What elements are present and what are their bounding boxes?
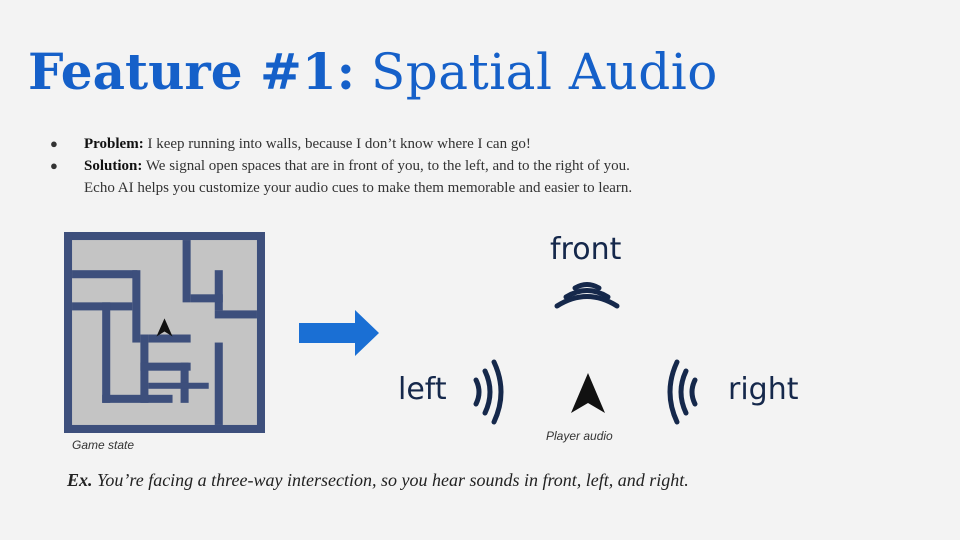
title-feature-number: Feature #1: (28, 42, 356, 101)
player-audio-caption: Player audio (546, 429, 613, 443)
front-sound-wave-icon (554, 282, 620, 309)
front-label: front (550, 232, 622, 267)
maze-game-state-image (64, 232, 265, 433)
player-arrow-icon (571, 373, 605, 413)
right-arrow-icon (299, 310, 379, 356)
solution-text: We signal open spaces that are in front … (145, 158, 630, 174)
game-state-caption: Game state (72, 438, 135, 452)
problem-label: Problem: (84, 136, 144, 152)
title-feature-name: Spatial Audio (371, 43, 718, 101)
solution-label: Solution: (84, 158, 143, 174)
slide-title: Feature #1: Spatial Audio (28, 42, 718, 102)
solution-text-2: Echo AI helps you customize your audio c… (84, 180, 633, 196)
example-label: Ex. (67, 470, 93, 490)
example-text: You’re facing a three-way intersection, … (97, 470, 689, 490)
left-sound-wave-icon (473, 359, 504, 425)
right-sound-wave-icon (667, 359, 698, 425)
right-label: right (728, 372, 799, 407)
bullet-dot: ● (50, 158, 58, 173)
bullet-solution: ● Solution: We signal open spaces that a… (50, 155, 930, 199)
bullet-dot: ● (50, 136, 58, 151)
example-sentence: Ex. You’re facing a three-way intersecti… (67, 470, 689, 491)
bullet-list: ● Problem: I keep running into walls, be… (50, 133, 930, 199)
problem-text: I keep running into walls, because I don… (147, 136, 531, 152)
left-label: left (398, 372, 447, 407)
bullet-problem: ● Problem: I keep running into walls, be… (50, 133, 930, 155)
